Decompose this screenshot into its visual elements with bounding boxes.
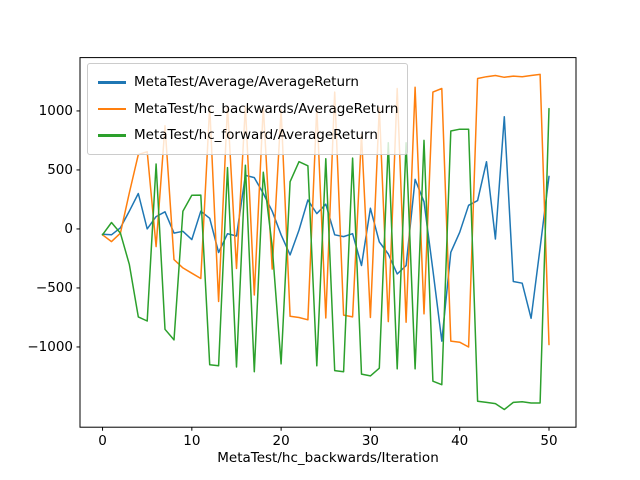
x-tick-label: 30	[361, 433, 379, 450]
series-lines	[101, 73, 550, 411]
x-tick-label: 10	[183, 433, 201, 450]
legend-label: MetaTest/hc_forward/AverageReturn	[134, 127, 378, 144]
legend-item: MetaTest/hc_backwards/AverageReturn	[98, 96, 398, 123]
series-line-0	[101, 116, 550, 342]
x-tick-label: 20	[272, 433, 290, 450]
legend-item: MetaTest/Average/AverageReturn	[98, 69, 398, 96]
x-tick-label: 0	[98, 433, 107, 450]
y-tick-label: −500	[35, 279, 73, 296]
x-tick-label: 50	[540, 433, 558, 450]
legend: MetaTest/Average/AverageReturn MetaTest/…	[87, 63, 409, 155]
legend-line-swatch-blue	[98, 81, 126, 84]
y-tick-label: 500	[47, 161, 73, 178]
x-axis-label: MetaTest/hc_backwards/Iteration	[217, 450, 439, 466]
y-tick-label: 1000	[38, 102, 73, 119]
legend-item: MetaTest/hc_forward/AverageReturn	[98, 122, 398, 149]
series-line-2	[101, 107, 550, 411]
legend-line-swatch-green	[98, 134, 126, 137]
axis-tick-marks	[76, 110, 550, 431]
legend-label: MetaTest/Average/AverageReturn	[134, 74, 359, 91]
y-tick-label: −1000	[27, 338, 73, 355]
legend-line-swatch-orange	[98, 107, 126, 110]
legend-label: MetaTest/hc_backwards/AverageReturn	[134, 100, 399, 117]
series-line-1	[101, 73, 550, 348]
x-tick-label: 40	[451, 433, 469, 450]
axes-spine-box	[79, 57, 577, 428]
y-tick-label: 0	[64, 220, 73, 237]
